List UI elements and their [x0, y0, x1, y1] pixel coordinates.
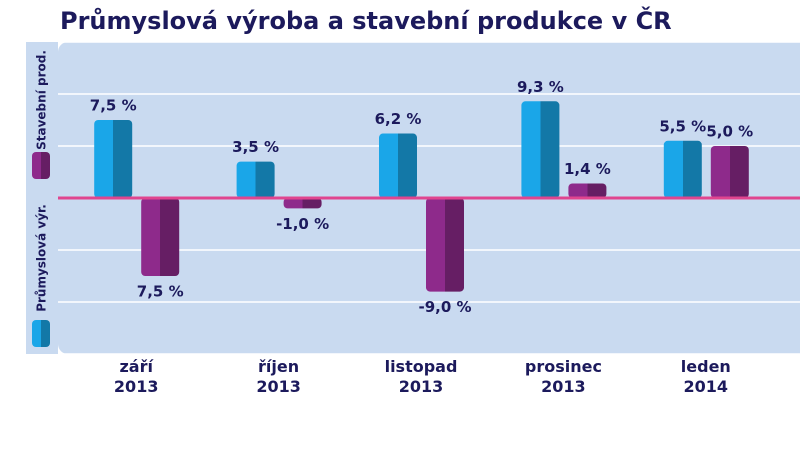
x-tick-label-line: 2014 [684, 377, 729, 396]
bar [663, 140, 702, 198]
legend-swatch [32, 152, 50, 179]
legend-label: Průmyslová výr. [35, 204, 49, 312]
x-tick-label: listopad 2013 [385, 357, 458, 396]
value-label: 6,2 % [375, 110, 422, 128]
chart-title: Průmyslová výroba a stavební produkce v … [60, 5, 672, 35]
bar [236, 161, 275, 198]
bar [426, 198, 464, 292]
x-tick-label: říjen 2013 [256, 357, 301, 396]
bar [141, 198, 180, 276]
value-label: 3,5 % [232, 138, 279, 156]
bar [568, 183, 607, 198]
value-label: -1,0 % [276, 215, 329, 233]
value-label: 7,5 % [137, 283, 184, 301]
x-tick-label-line: prosinec [525, 357, 602, 376]
x-tick-label-line: září [119, 357, 154, 376]
legend-background [26, 42, 58, 354]
x-tick-label-line: leden [681, 357, 731, 376]
x-tick-label-line: 2013 [541, 377, 586, 396]
value-label: 5,0 % [706, 123, 753, 141]
x-tick-label-line: říjen [258, 357, 299, 376]
bar [521, 101, 560, 198]
x-tick-label-line: 2013 [399, 377, 444, 396]
value-label: 7,5 % [90, 97, 137, 115]
value-label: 1,4 % [564, 160, 611, 178]
bar [283, 198, 322, 209]
x-tick-label: leden 2014 [681, 357, 731, 396]
x-tick-label-line: 2013 [114, 377, 159, 396]
x-tick-label-line: 2013 [256, 377, 301, 396]
bar [379, 133, 417, 198]
value-label: 9,3 % [517, 78, 564, 96]
legend-swatch [32, 320, 50, 347]
x-tick-label: září 2013 [114, 357, 159, 396]
bar [94, 120, 133, 198]
value-label: 5,5 % [659, 117, 706, 135]
x-tick-label: prosinec 2013 [525, 357, 602, 396]
bar [710, 146, 749, 198]
legend-label: Stavební prod. [35, 50, 49, 150]
x-tick-label-line: listopad [385, 357, 458, 376]
value-label: -9,0 % [418, 298, 471, 316]
